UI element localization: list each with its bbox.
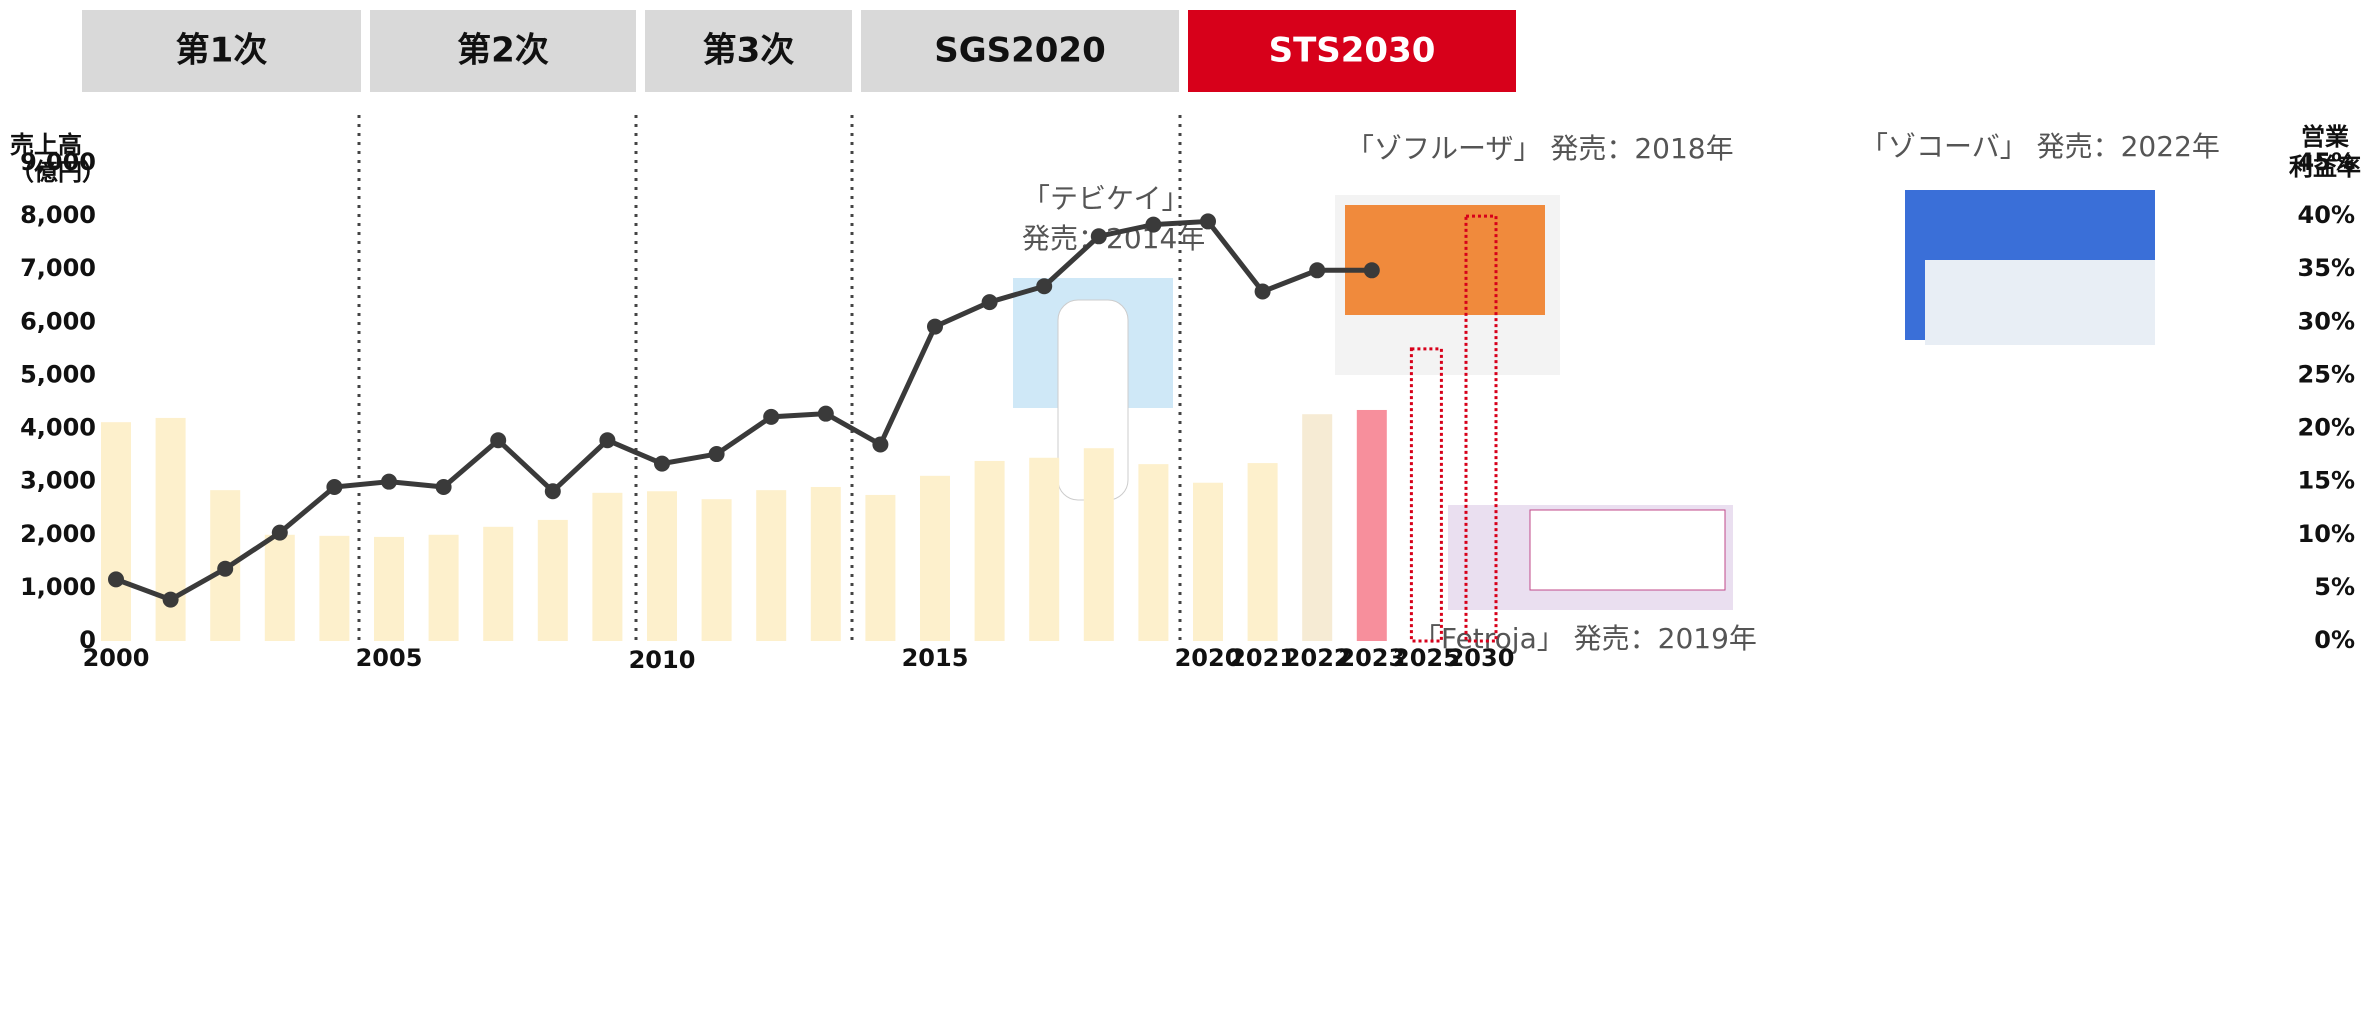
y-tick-label: 5,000 xyxy=(20,360,96,388)
x-tick-label: 2005 xyxy=(356,644,423,672)
bar xyxy=(1248,463,1278,641)
phase-label: 第1次 xyxy=(176,31,268,71)
line-point xyxy=(490,432,506,448)
bar xyxy=(811,487,841,641)
y2-tick-label: 15% xyxy=(2298,467,2355,495)
annotation: 「ゾコーバ」 発売：2022年 xyxy=(1860,130,2220,163)
bar xyxy=(975,461,1005,641)
bar xyxy=(1138,464,1168,641)
line-point xyxy=(654,456,670,472)
bar xyxy=(1193,483,1223,641)
annotation: 「テビケイ」 xyxy=(1022,182,1189,215)
y-tick-label: 4,000 xyxy=(20,414,96,442)
y2-tick-label: 25% xyxy=(2298,360,2355,388)
bar xyxy=(101,422,131,641)
chart: 売上高 （億円） 営業 利益率 「テビケイ」 発売：2014年 「ゾフルーザ」 … xyxy=(0,0,2362,1009)
bar xyxy=(538,520,568,641)
y2-axis-label: 営業 xyxy=(2301,123,2349,151)
line-point xyxy=(163,592,179,608)
bar xyxy=(1029,458,1059,641)
product-image xyxy=(1530,510,1725,590)
line-point xyxy=(982,294,998,310)
line-point xyxy=(108,571,124,587)
bar xyxy=(1084,448,1114,641)
bar xyxy=(265,535,295,641)
line-point xyxy=(872,436,888,452)
x-tick-label: 2030 xyxy=(1448,644,1515,672)
line-point xyxy=(818,406,834,422)
x-tick-label: 2010 xyxy=(629,646,696,674)
y2-tick-label: 45% xyxy=(2298,148,2355,176)
target-bar xyxy=(1411,349,1441,641)
y-tick-label: 9,000 xyxy=(20,148,96,176)
phase-label: STS2030 xyxy=(1269,31,1436,71)
y-tick-label: 1,000 xyxy=(20,573,96,601)
y-tick-label: 3,000 xyxy=(20,467,96,495)
phase-label: 第2次 xyxy=(457,31,549,71)
product-image xyxy=(1345,205,1545,315)
page: 売上高 （億円） 営業 利益率 「テビケイ」 発売：2014年 「ゾフルーザ」 … xyxy=(0,0,2362,1009)
bar xyxy=(592,493,622,641)
bar xyxy=(756,490,786,641)
line-point xyxy=(436,479,452,495)
bar xyxy=(1357,410,1387,641)
phase-label: SGS2020 xyxy=(934,31,1106,71)
bar xyxy=(483,527,513,641)
line-point xyxy=(1255,284,1271,300)
line-point xyxy=(709,446,725,462)
phase-label: 第3次 xyxy=(703,31,795,71)
bar xyxy=(647,491,677,641)
annotation: 発売：2014年 xyxy=(1022,222,1205,255)
line-point xyxy=(326,479,342,495)
y-tick-label: 6,000 xyxy=(20,307,96,335)
line-point xyxy=(927,319,943,335)
bar xyxy=(319,536,349,641)
line-point xyxy=(217,561,233,577)
line xyxy=(116,221,1372,599)
bar xyxy=(429,535,459,641)
line-point xyxy=(1364,262,1380,278)
line-point xyxy=(763,409,779,425)
y2-tick-label: 10% xyxy=(2298,520,2355,548)
y2-tick-label: 35% xyxy=(2298,254,2355,282)
x-tick-label: 2015 xyxy=(902,644,969,672)
y-tick-label: 8,000 xyxy=(20,201,96,229)
line-point xyxy=(599,432,615,448)
line-point xyxy=(381,474,397,490)
bar xyxy=(1302,414,1332,641)
product-image xyxy=(1925,260,2155,345)
y-tick-label: 2,000 xyxy=(20,520,96,548)
line-point xyxy=(1036,278,1052,294)
y2-tick-label: 20% xyxy=(2298,414,2355,442)
line-point xyxy=(272,525,288,541)
bar xyxy=(374,537,404,641)
bar xyxy=(702,499,732,641)
line-point xyxy=(1200,213,1216,229)
bar xyxy=(920,476,950,641)
y2-tick-label: 5% xyxy=(2314,573,2355,601)
annotation: 「ゾフルーザ」 発売：2018年 xyxy=(1346,132,1734,165)
y2-tick-label: 40% xyxy=(2298,201,2355,229)
bar xyxy=(865,495,895,641)
line-point xyxy=(1145,217,1161,233)
line-point xyxy=(545,483,561,499)
line-point xyxy=(1091,228,1107,244)
y2-tick-label: 0% xyxy=(2314,626,2355,654)
y-tick-label: 7,000 xyxy=(20,254,96,282)
y2-tick-label: 30% xyxy=(2298,307,2355,335)
line-point xyxy=(1309,262,1325,278)
x-tick-label: 2000 xyxy=(83,644,150,672)
